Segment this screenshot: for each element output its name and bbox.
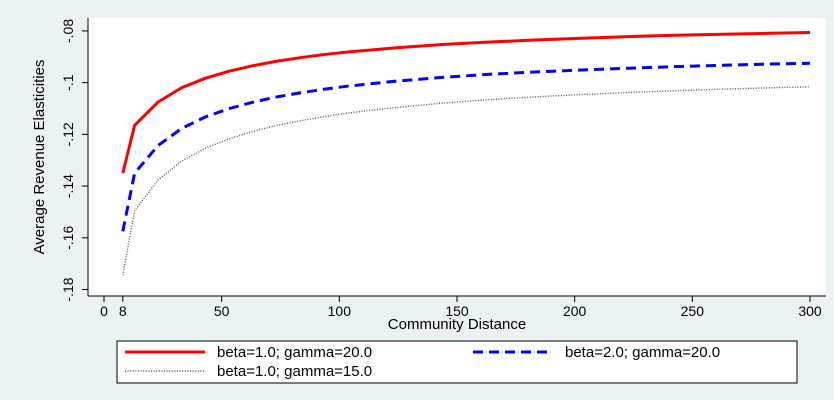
legend-items: beta=1.0; gamma=20.0 beta=2.0; gamma=20.0…: [125, 344, 720, 380]
legend: beta=1.0; gamma=20.0 beta=2.0; gamma=20.0…: [116, 340, 798, 384]
x-tick-label: 250: [681, 303, 705, 319]
x-tick-label: 100: [328, 303, 352, 319]
legend-label: beta=1.0; gamma=20.0: [217, 344, 372, 361]
legend-box: [116, 340, 798, 384]
x-tick-label: 0: [100, 303, 108, 319]
y-axis-ticks: -.18 -.16 -.14 -.12 -.1 -.08: [60, 19, 88, 302]
y-axis-title: Average Revenue Elasticities: [31, 60, 48, 255]
series-lines: [121, 31, 811, 276]
x-tick-label: 150: [445, 303, 469, 319]
x-tick-label: 8: [119, 303, 127, 319]
legend-label: beta=2.0; gamma=20.0: [565, 344, 720, 361]
x-tick-label: 50: [214, 303, 230, 319]
series-line-1: [121, 31, 811, 174]
series-line-3: [122, 86, 811, 276]
x-tick-label: 300: [798, 303, 822, 319]
y-tick-label: -.08: [60, 19, 76, 43]
y-tick-label: -.14: [60, 174, 76, 198]
x-tick-label: 200: [563, 303, 587, 319]
x-axis-title: Community Distance: [388, 316, 526, 333]
series-line-2: [121, 61, 811, 232]
y-tick-label: -.16: [60, 226, 76, 250]
legend-label: beta=1.0; gamma=15.0: [217, 363, 372, 380]
y-tick-label: -.18: [60, 277, 76, 301]
plot-area: [88, 18, 826, 296]
x-axis-ticks: 0 8 50 100 150 200 250 300: [100, 296, 822, 319]
y-tick-label: -.12: [60, 122, 76, 146]
y-tick-label: -.1: [60, 74, 76, 91]
